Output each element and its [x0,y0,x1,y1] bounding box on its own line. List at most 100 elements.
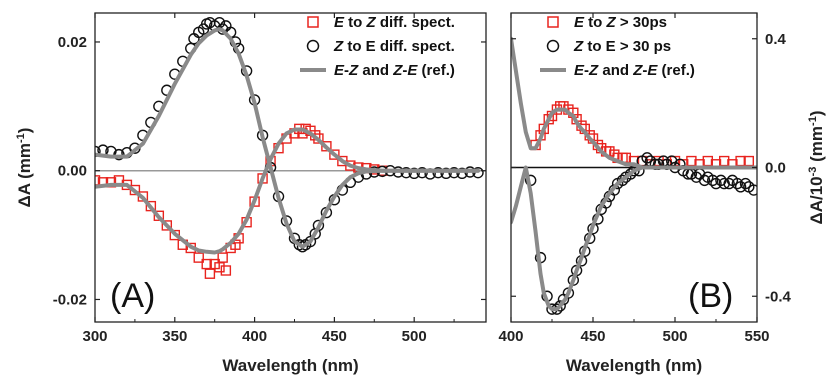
legend-label-part: to [344,14,367,31]
data-point-square [204,268,216,279]
plot-area [511,36,757,315]
data-point-circle [731,177,744,190]
x-tick-label: 450 [322,328,347,345]
y-tick-label: 0.00 [58,163,87,180]
legend-label-part: Z [573,38,584,55]
legend-label-part: E [574,62,585,79]
panel-label: (A) [110,277,155,315]
legend-label-part: Z [366,14,377,31]
data-point-square [153,210,165,221]
legend-circle-icon [546,39,560,53]
legend-label-part: E [574,14,585,31]
legend-label: Z to E > 30 ps [573,38,671,55]
legend-label-part: - [402,62,407,79]
x-tick-label: 500 [402,328,427,345]
legend-label-part: and [358,62,393,79]
y-axis-label: ΔA/10-3 (mm-1) [807,111,826,225]
legend-label-part: E [647,62,658,79]
legend-label-part: - [584,62,589,79]
reference-line [95,127,480,255]
legend-label-part: > 30ps [616,14,667,31]
data-point-circle [554,300,566,312]
legend-label-part: Z [606,14,617,31]
y-axis-label: ΔA (mm-1) [15,128,34,208]
y-axis-label-superscript: -1 [807,116,819,126]
x-tick-label: 300 [82,328,107,345]
legend-square-icon [307,16,319,28]
x-tick-label: 350 [162,328,187,345]
legend-label-part: to [584,14,607,31]
legend-label-part: Z [348,62,359,79]
y-tick-label: 0.02 [58,34,87,51]
legend-item: E to Z diff. spect. [307,14,455,31]
series-line-3 [95,127,480,255]
legend-label-part: (ref.) [417,62,455,79]
data-point-square [95,175,101,186]
legend-item: E-Z and Z-E (ref.) [540,62,695,79]
y-tick-label: 0.0 [765,160,786,177]
legend-label-part: to E > 30 ps [583,38,671,55]
legend-item: E-Z and Z-E (ref.) [300,62,455,79]
legend-square-icon [547,16,559,28]
plot-area [95,16,484,279]
legend: E to Z diff. spect.Z to E diff. spect.E-… [300,14,455,79]
series-square-0 [95,123,388,279]
y-axis-label-text: (mm [807,126,826,167]
y-axis-label-text: ) [15,128,34,134]
y-tick-label: -0.02 [53,291,87,308]
y-axis-label-text: ) [807,111,826,117]
legend-label-part: Z [588,62,599,79]
legend-label: Z to E diff. spect. [333,38,455,55]
data-point-circle [698,174,711,187]
legend-item: Z to E diff. spect. [306,38,455,55]
data-point-square [321,141,332,152]
data-point-circle [723,177,735,190]
legend-label: E-Z and Z-E (ref.) [574,62,695,79]
x-tick-label: 500 [662,328,687,345]
x-axis-label: Wavelength (nm) [222,356,358,375]
data-point-circle [408,167,420,179]
data-point-circle [616,174,629,187]
data-point-square [161,220,173,231]
panel-label: (B) [688,277,733,315]
data-point-square [145,200,157,212]
legend-label: E to Z diff. spect. [334,14,455,31]
legend-label-part: and [598,62,633,79]
legend-item: E to Z > 30ps [547,14,667,31]
reference-line [511,36,757,170]
y-axis-label-text: ΔA (mm [15,143,34,207]
legend-label-part: Z [632,62,643,79]
legend-label-part: Z [333,38,344,55]
data-point-circle [739,177,752,190]
legend-label: E to Z > 30ps [574,14,667,31]
y-tick-label: 0.4 [765,31,787,48]
data-point-circle [641,152,653,164]
plot-frame [94,12,487,323]
legend-label-part: E [334,62,345,79]
legend-label-part: (ref.) [657,62,695,79]
x-axis-label: Wavelength (nm) [566,356,702,375]
data-point-square [329,149,340,160]
series-line-2 [511,36,757,170]
data-point-circle [707,174,719,187]
data-point-square [193,252,204,263]
data-point-square [217,252,228,263]
data-point-square [220,265,232,276]
chart-panel-a: 300 350 400 450 500 -0.02 0.00 0.02 Wavelength (… [15,12,487,375]
legend-label-part: E [334,14,345,31]
data-point-circle [456,167,468,179]
chart-panel-b: 400 450 500 550 -0.4 0.0 0.4 Wavelength (nm) ΔA/… [498,12,826,375]
data-point-circle [748,184,757,196]
x-tick-label: 550 [744,328,769,345]
reference-line [511,165,757,312]
legend-label-part: E [407,62,418,79]
legend-label: E-Z and Z-E (ref.) [334,62,455,79]
legend-label-part: Z [392,62,403,79]
legend-label-part: - [344,62,349,79]
y-axis-label-text: ΔA/10 [807,176,826,224]
data-point-square [543,114,554,125]
legend-item: Z to E > 30 ps [546,38,671,55]
legend-label-part: - [642,62,647,79]
